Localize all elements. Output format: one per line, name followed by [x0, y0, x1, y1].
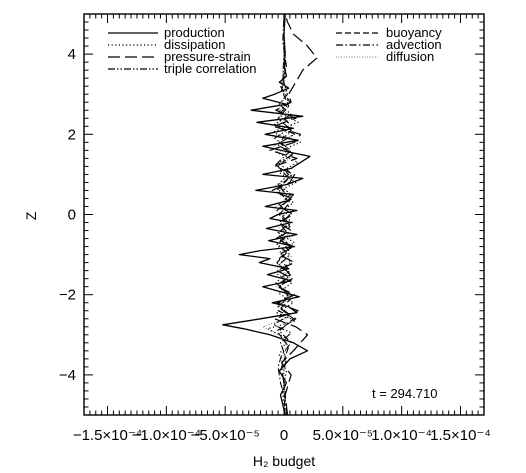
legend-label-production: production	[164, 25, 225, 40]
y-axis-title: Z	[23, 211, 39, 220]
x-tick-label: 1.0×10⁻⁴	[371, 427, 432, 444]
series-diffusion-line	[262, 14, 294, 415]
legend-entry-pressure-strain: pressure-strain	[108, 49, 251, 64]
time-annotation: t = 294.710	[372, 386, 437, 401]
x-tick-label: −5.0×10⁻⁵	[191, 427, 260, 444]
x-tick-label: −1.5×10⁻⁴	[73, 427, 142, 444]
y-tick-label: 2	[68, 126, 76, 143]
series-buoyancy-line	[276, 14, 297, 416]
series-advection-line	[274, 13, 294, 416]
legend-label-dissipation: dissipation	[164, 37, 225, 52]
legend-entry-diffusion: diffusion	[336, 49, 434, 64]
legend-entry-advection: advection	[336, 37, 442, 52]
tick-layer: −4 −2 0 2 4 −1.5×10⁻⁴−1.0×10⁻⁴−5.0×10⁻⁵ 0 5.0×1…	[59, 13, 491, 444]
legend-label-diffusion: diffusion	[386, 49, 434, 64]
y-tick-label: 0	[68, 207, 76, 224]
legend-label-pressure-strain: pressure-strain	[164, 49, 251, 64]
series-production-line	[222, 13, 311, 416]
x-tick-label: 5.0×10⁻⁵	[313, 427, 373, 444]
legend: production dissipation pressure-strain t…	[108, 25, 442, 76]
legend-entry-triple-correlation: triple correlation	[108, 61, 257, 76]
legend-entry-dissipation: dissipation	[108, 37, 225, 52]
plot-frame	[83, 13, 485, 416]
y-tick-label: −2	[59, 287, 76, 304]
y-tick-label: −4	[59, 367, 76, 384]
series-pressure-strain-line	[269, 13, 318, 416]
series-layer	[222, 13, 318, 416]
legend-label-buoyancy: buoyancy	[386, 25, 442, 40]
x-tick-label: 1.5×10⁻⁴	[430, 427, 491, 444]
x-axis-title: H₂ budget	[253, 453, 315, 469]
legend-entry-buoyancy: buoyancy	[336, 25, 442, 40]
legend-label-advection: advection	[386, 37, 442, 52]
legend-label-triple-correlation: triple correlation	[164, 61, 257, 76]
legend-entry-production: production	[108, 25, 225, 40]
x-tick-label: 0	[280, 427, 288, 444]
x-tick-label: −1.0×10⁻⁴	[132, 427, 201, 444]
y-tick-label: 4	[68, 46, 76, 63]
